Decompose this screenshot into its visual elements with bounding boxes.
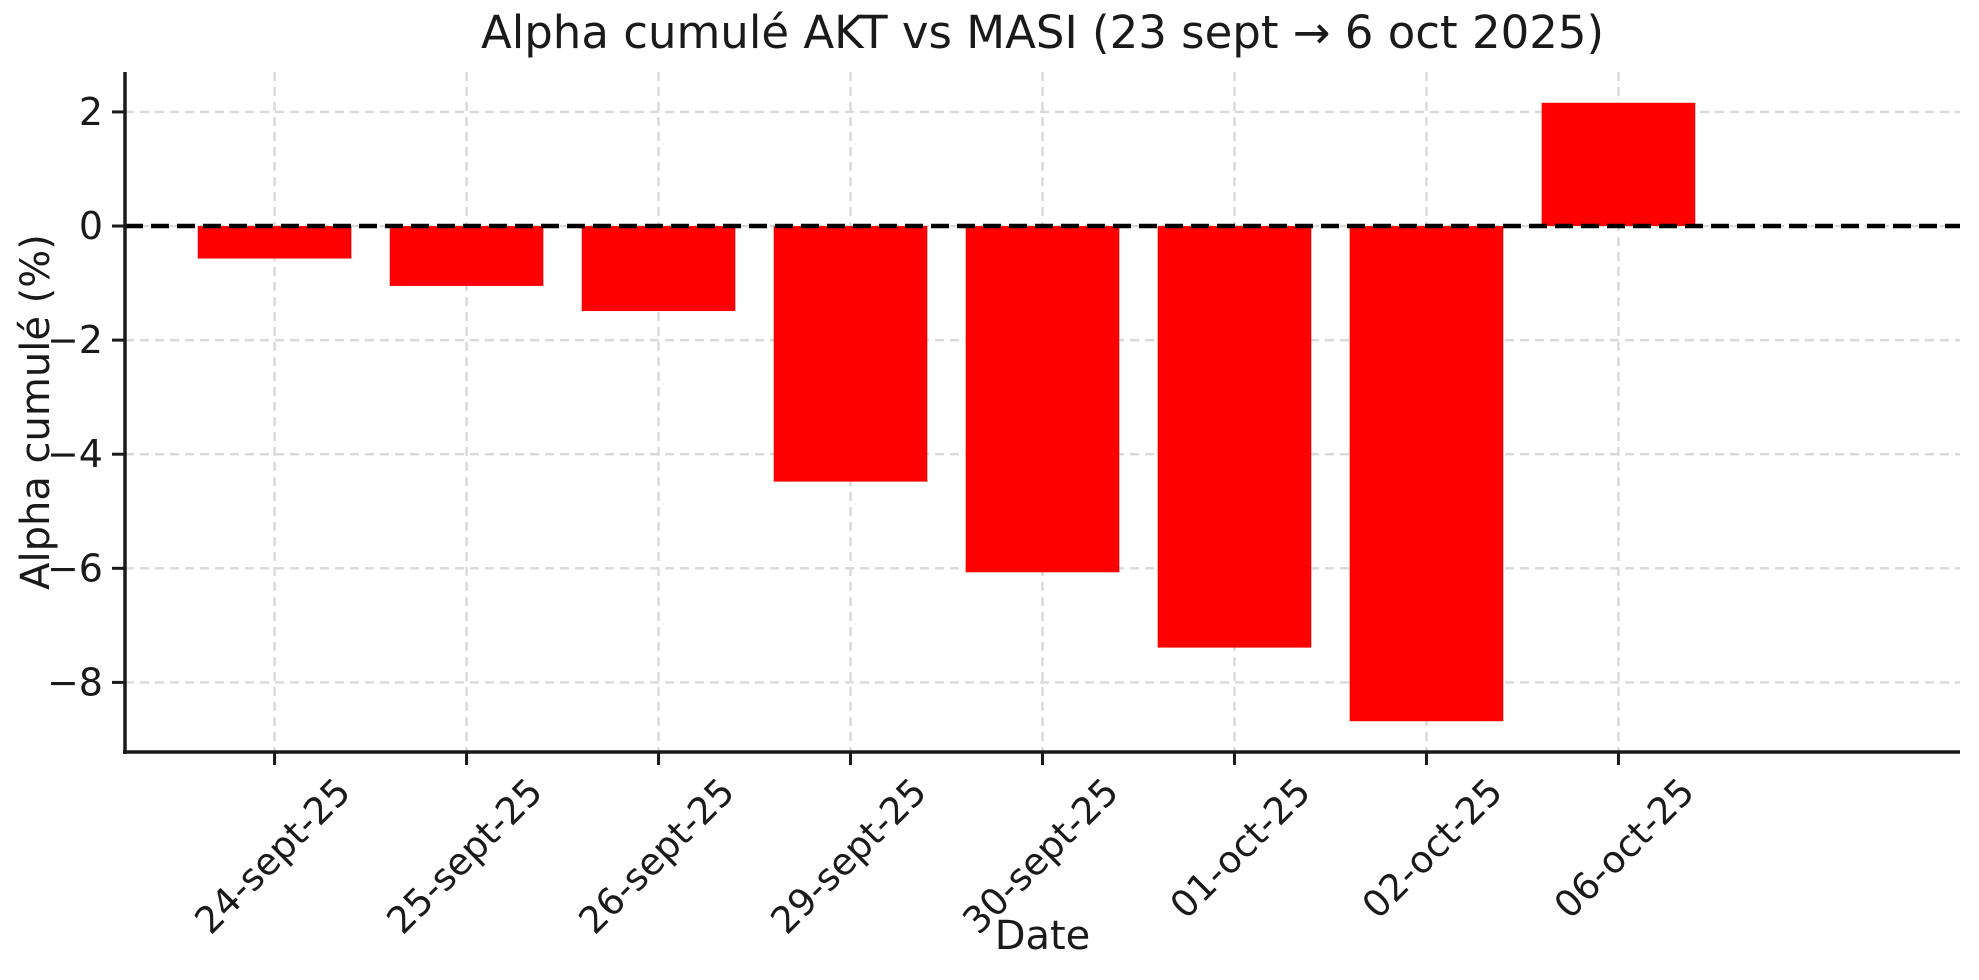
x-tick-label: 26-sept-25 [570,770,742,942]
y-tick-label: 0 [79,204,103,248]
y-tick-label: 2 [79,90,103,134]
bar [773,226,928,482]
bar [1349,226,1504,722]
y-tick-label: −8 [47,660,103,704]
x-tick-label: 01-oct-25 [1162,770,1319,927]
y-tick-label: −4 [47,432,103,476]
x-tick-label: 24-sept-25 [186,770,358,942]
x-tick-label: 25-sept-25 [378,770,550,942]
bar [1157,226,1312,648]
chart-title: Alpha cumulé AKT vs MASI (23 sept → 6 oc… [480,6,1605,59]
bar [581,226,736,312]
bar [965,226,1120,573]
y-tick-label: −6 [47,546,103,590]
x-axis-label: Date [994,913,1091,959]
bar [1541,102,1696,227]
y-tick-label: −2 [47,318,103,362]
bar [389,226,544,286]
x-tick-label: 30-sept-25 [954,770,1126,942]
x-tick-label: 02-oct-25 [1354,770,1511,927]
bar [197,226,352,259]
x-tick-label: 29-sept-25 [762,770,934,942]
x-tick-label: 06-oct-25 [1546,770,1703,927]
